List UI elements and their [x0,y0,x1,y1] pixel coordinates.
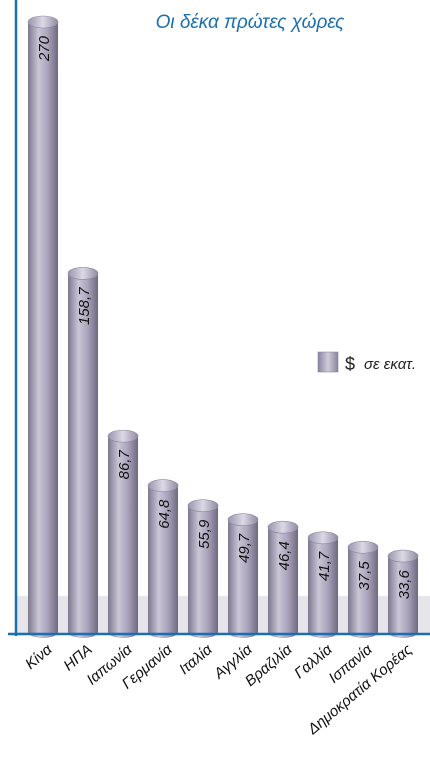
value-label: 41,7 [316,551,333,581]
bar-body [308,537,338,638]
bar-2: 158,7 [67,267,99,638]
value-label: 270 [36,35,53,62]
bar-cap [27,15,59,29]
bar-5: 55,9 [187,499,219,638]
bar-cap [307,531,339,545]
bar-body [188,505,218,638]
value-label: 86,7 [116,449,133,479]
bar-8: 41,7 [307,531,339,638]
value-label: 64,8 [156,499,173,529]
legend-symbol: $ [345,354,355,374]
bar-4: 64,8 [147,479,179,638]
bar-body [28,22,58,638]
bar-body [108,436,138,638]
bar-10: 33,6 [387,549,419,638]
chart-subtitle: Οι δέκα πρώτες χώρες [155,12,345,33]
category-label: Κίνα [22,641,56,673]
bar-cap [147,479,179,492]
bar-1: 270 [27,15,59,638]
bar-body [68,273,98,638]
bar-9: 37,5 [347,540,379,638]
bar-cap [227,513,259,527]
bar-6: 49,7 [227,513,259,638]
bars: 270 158,7 86,7 64,8 55,9 49,7 46,4 41,7 37,5 33,6 [27,15,419,638]
bar-body [148,485,178,638]
value-label: 55,9 [196,519,213,549]
bar-cap [347,540,379,554]
bar-cap [107,429,139,443]
legend: $ σε εκατ. [317,351,416,374]
bar-body [348,547,378,638]
bar-body [268,527,298,638]
bar-cap [267,520,299,534]
bar-cap [187,499,219,513]
value-label: 46,4 [276,541,293,570]
bar-7: 46,4 [267,520,299,638]
value-label: 33,6 [396,569,413,599]
value-label: 37,5 [356,561,373,591]
category-label: Ιταλία [176,641,216,678]
bar-body [228,519,258,638]
bar-cap [67,267,99,280]
bar-3: 86,7 [107,429,139,638]
value-label: 49,7 [236,533,253,563]
legend-text: σε εκατ. [364,356,416,373]
legend-swatch [317,351,339,373]
bar-cap [387,549,419,563]
value-label: 158,7 [76,287,93,325]
bar-body [388,556,418,638]
